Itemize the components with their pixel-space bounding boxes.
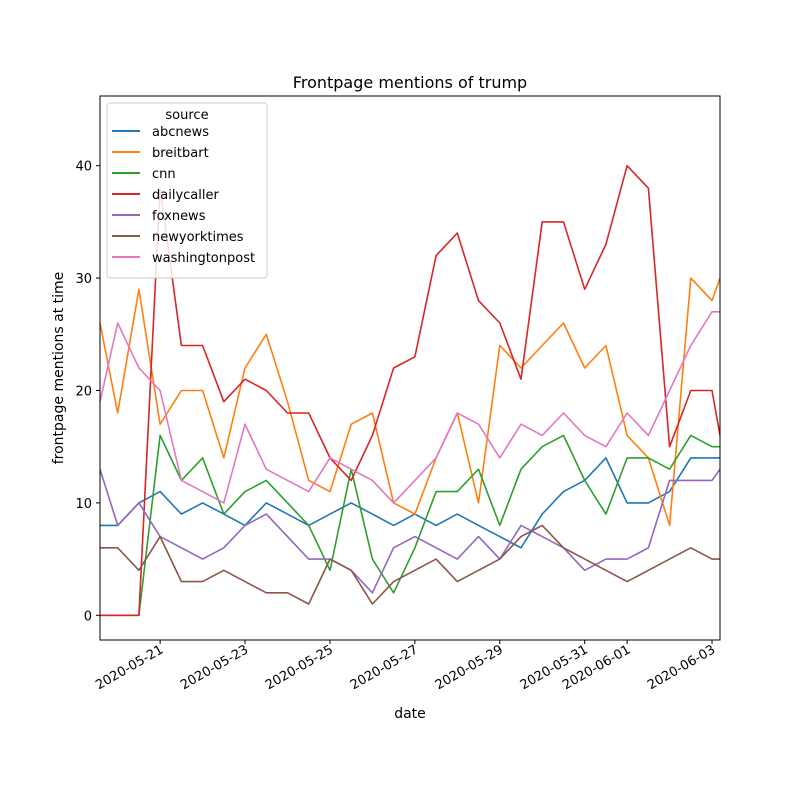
chart-title: Frontpage mentions of trump bbox=[293, 73, 527, 92]
series-line-dailycaller bbox=[100, 164, 721, 617]
legend-label: newyorktimes bbox=[152, 230, 244, 245]
legend-title: source bbox=[165, 108, 208, 123]
y-axis-label: frontpage mentions at time bbox=[51, 272, 67, 465]
series-line-foxnews bbox=[99, 468, 721, 594]
y-tick-label: 0 bbox=[84, 609, 92, 624]
x-axis-label: date bbox=[394, 706, 426, 722]
y-tick-label: 10 bbox=[75, 497, 92, 512]
y-tick-label: 20 bbox=[75, 384, 92, 399]
y-axis: 0 10 20 30 40 bbox=[75, 160, 100, 624]
series-line-washingtonpost bbox=[99, 311, 720, 504]
y-tick-label: 40 bbox=[75, 160, 92, 175]
legend-label: cnn bbox=[152, 167, 176, 182]
series-line-cnn bbox=[100, 434, 720, 617]
y-tick-label: 30 bbox=[75, 272, 92, 287]
series-layer bbox=[99, 164, 721, 617]
legend-label: foxnews bbox=[152, 209, 206, 224]
legend: source abcnews breitbart cnn dailycaller foxn… bbox=[106, 102, 268, 279]
legend-label: abcnews bbox=[152, 125, 209, 140]
series-line-breitbart bbox=[99, 277, 721, 527]
legend-label: breitbart bbox=[152, 146, 209, 161]
legend-label: dailycaller bbox=[152, 188, 219, 203]
legend-box bbox=[106, 102, 268, 279]
legend-label: washingtonpost bbox=[152, 251, 255, 266]
series-line-newyorktimes bbox=[100, 524, 720, 605]
plot-frame bbox=[99, 95, 721, 641]
